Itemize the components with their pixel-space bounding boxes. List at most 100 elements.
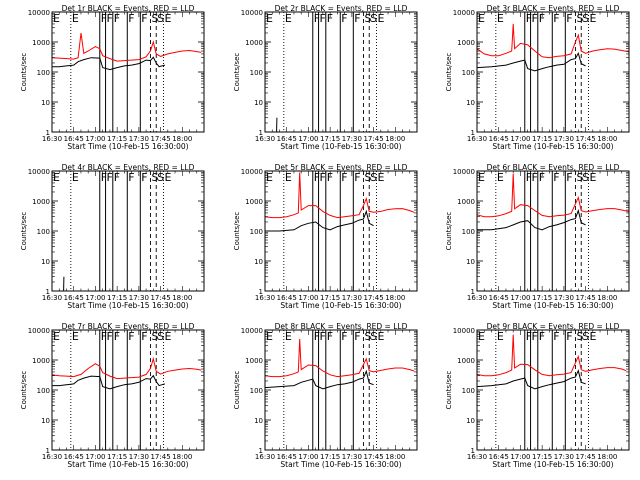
x-tick-label: 17:45 (575, 453, 595, 461)
x-axis-label: Start Time (10-Feb-15 16:30:00) (67, 460, 188, 469)
marker-label: E (266, 12, 273, 25)
plot-frame (476, 329, 630, 451)
x-tick-label: 17:30 (554, 135, 574, 143)
x-tick-label: 16:30 (42, 135, 62, 143)
x-tick-label: 17:00 (298, 453, 318, 461)
marker-label: E (285, 12, 292, 25)
marker-label: S (364, 12, 371, 25)
marker-label: F (107, 12, 113, 25)
y-tick-label: 1 (46, 129, 50, 137)
x-tick-label: 17:00 (85, 294, 105, 302)
marker-label: F (141, 330, 147, 343)
marker-label: E (377, 171, 384, 184)
marker-label: F (327, 171, 333, 184)
x-tick-label: 16:45 (64, 135, 84, 143)
x-tick-label: 17:45 (363, 135, 383, 143)
x-tick-label: 17:30 (554, 453, 574, 461)
y-tick-label: 100 (462, 69, 475, 77)
y-tick-label: 100 (250, 387, 263, 395)
marker-label: E (478, 330, 485, 343)
marker-label: S (151, 12, 158, 25)
x-tick-label: 17:30 (129, 294, 149, 302)
marker-label: E (72, 171, 79, 184)
marker-label: S (157, 12, 164, 25)
marker-label: F (327, 12, 333, 25)
marker-label: F (314, 330, 320, 343)
marker-label: E (164, 330, 171, 343)
marker-label: F (532, 330, 538, 343)
marker-label: F (566, 330, 572, 343)
marker-label: F (526, 12, 532, 25)
marker-label: F (107, 171, 113, 184)
marker-label: F (341, 330, 347, 343)
marker-label: F (141, 12, 147, 25)
x-tick-label: 17:30 (129, 453, 149, 461)
marker-label: E (589, 171, 596, 184)
marker-label: S (151, 171, 158, 184)
x-axis-label: Start Time (10-Feb-15 16:30:00) (67, 301, 188, 310)
chart-title: Det 8r BLACK = Events, RED = LLD (275, 322, 408, 331)
x-tick-label: 17:00 (298, 135, 318, 143)
y-tick-label: 10000 (28, 327, 50, 335)
marker-label: E (497, 171, 504, 184)
marker-label: F (354, 330, 360, 343)
marker-label: S (576, 171, 583, 184)
y-tick-label: 10 (466, 258, 475, 266)
plot-frame (264, 329, 418, 451)
marker-label: S (157, 330, 164, 343)
marker-label: E (72, 12, 79, 25)
x-tick-label: 16:45 (489, 453, 509, 461)
marker-label: F (341, 171, 347, 184)
x-tick-label: 17:15 (320, 453, 340, 461)
x-tick-label: 16:45 (277, 135, 297, 143)
x-tick-label: 17:45 (575, 135, 595, 143)
x-tick-label: 17:00 (510, 453, 530, 461)
plot-frame (264, 11, 418, 133)
series-line (265, 369, 374, 390)
marker-label: F (114, 12, 120, 25)
x-tick-label: 16:30 (467, 294, 487, 302)
plot-frame (476, 170, 630, 292)
x-tick-label: 17:00 (298, 294, 318, 302)
x-tick-label: 17:45 (363, 294, 383, 302)
y-axis-label: Counts/sec (445, 53, 453, 92)
marker-label: F (526, 330, 532, 343)
y-tick-label: 100 (37, 387, 50, 395)
series-line (52, 356, 202, 380)
x-tick-label: 17:30 (342, 135, 362, 143)
marker-label: E (589, 330, 596, 343)
y-tick-label: 10 (254, 417, 263, 425)
y-tick-label: 1000 (32, 357, 50, 365)
marker-label: F (566, 12, 572, 25)
marker-label: S (370, 171, 377, 184)
marker-label: E (589, 12, 596, 25)
y-tick-label: 100 (462, 228, 475, 236)
x-tick-label: 16:45 (64, 453, 84, 461)
marker-label: E (266, 171, 273, 184)
chart-title: Det 7r BLACK = Events, RED = LLD (62, 322, 195, 331)
y-tick-label: 1000 (245, 198, 263, 206)
y-tick-label: 1 (471, 288, 475, 296)
y-tick-label: 100 (462, 387, 475, 395)
x-tick-label: 16:30 (467, 453, 487, 461)
y-tick-label: 1000 (245, 39, 263, 47)
x-tick-label: 18:00 (172, 294, 192, 302)
x-tick-label: 17:15 (532, 135, 552, 143)
marker-label: F (314, 12, 320, 25)
y-tick-label: 10 (254, 258, 263, 266)
chart-title: Det 4r BLACK = Events, RED = LLD (62, 163, 195, 172)
marker-label: S (370, 12, 377, 25)
y-tick-label: 100 (250, 228, 263, 236)
marker-label: E (53, 330, 60, 343)
marker-label: E (497, 330, 504, 343)
y-axis-label: Counts/sec (233, 212, 241, 251)
marker-label: F (526, 171, 532, 184)
marker-label: F (539, 171, 545, 184)
marker-label: E (164, 12, 171, 25)
marker-label: F (566, 171, 572, 184)
